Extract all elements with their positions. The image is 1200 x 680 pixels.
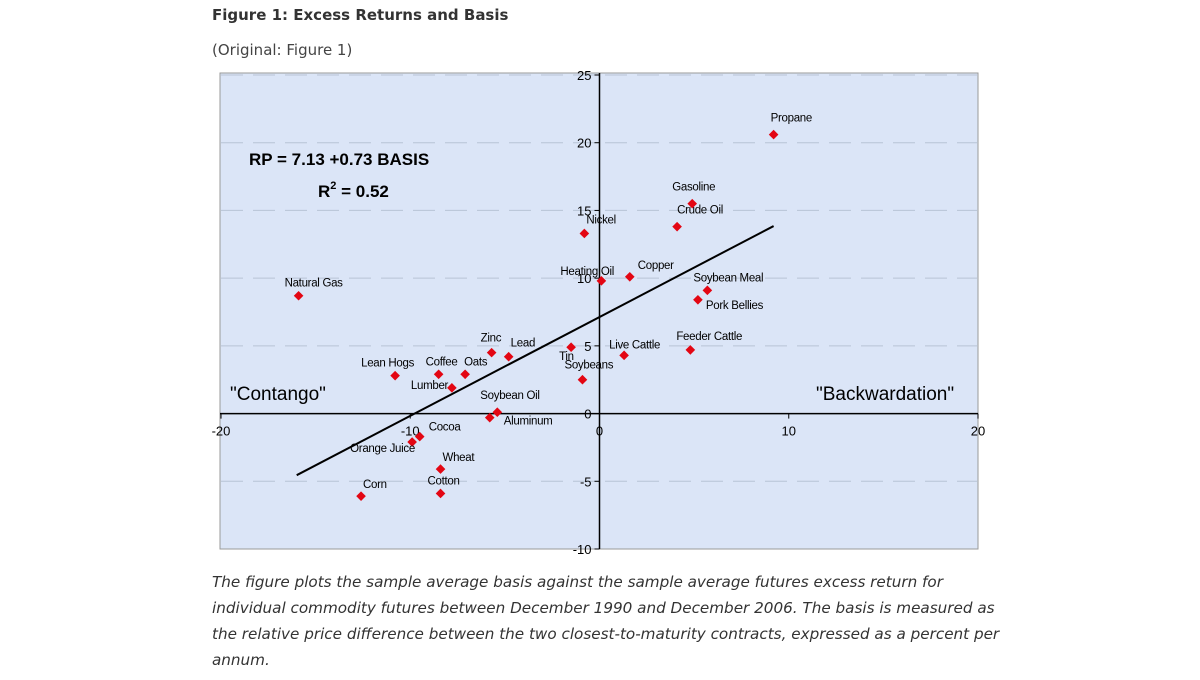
point-label: Copper bbox=[638, 260, 674, 272]
data-points: Propane Gasoline Crude Oil Nickel Heating Oi… bbox=[285, 113, 812, 501]
figure-caption: The figure plots the sample average basi… bbox=[212, 573, 1000, 669]
backwardation-label: "Backwardation" bbox=[816, 384, 954, 405]
point-label: Natural Gas bbox=[285, 278, 344, 290]
point-label: Cocoa bbox=[429, 422, 462, 434]
data-point bbox=[619, 350, 629, 361]
point-label: Soybean Oil bbox=[480, 390, 539, 402]
y-tick-label: 25 bbox=[577, 68, 591, 83]
data-point bbox=[768, 129, 779, 140]
data-point bbox=[414, 431, 425, 442]
point-label: Soybeans bbox=[564, 360, 613, 372]
figure-title: Figure 1: Excess Returns and Basis bbox=[212, 6, 509, 24]
data-point bbox=[624, 271, 635, 282]
point-label: Oats bbox=[464, 356, 488, 368]
data-point bbox=[447, 383, 457, 393]
data-point bbox=[566, 342, 576, 353]
point-label: Soybean Meal bbox=[693, 272, 763, 284]
y-tick-label: 15 bbox=[577, 203, 591, 218]
point-label: Lumber bbox=[411, 380, 449, 392]
data-point bbox=[687, 198, 698, 209]
y-tick-label: 10 bbox=[577, 271, 591, 286]
data-point bbox=[672, 221, 682, 232]
point-label: Feeder Cattle bbox=[676, 331, 742, 343]
data-point bbox=[356, 491, 366, 501]
point-label: Tin bbox=[559, 351, 574, 363]
data-point bbox=[596, 276, 607, 286]
point-label: Corn bbox=[363, 479, 387, 491]
data-point bbox=[702, 285, 713, 296]
point-label: Live Cattle bbox=[609, 339, 660, 351]
point-label: Orange Juice bbox=[350, 443, 415, 455]
x-tick-label: 20 bbox=[971, 424, 985, 439]
data-point bbox=[577, 374, 588, 385]
figure-subtitle: (Original: Figure 1) bbox=[212, 41, 353, 59]
point-label: Coffee bbox=[426, 356, 458, 368]
y-tick-label: -10 bbox=[573, 542, 592, 557]
point-label: Lead bbox=[511, 338, 535, 350]
y-tick-label: 5 bbox=[584, 339, 591, 354]
r-squared-sup: 2 bbox=[330, 180, 336, 192]
r-squared-r: R bbox=[318, 182, 330, 201]
x-tick-label: 10 bbox=[782, 424, 796, 439]
point-label: Wheat bbox=[443, 452, 476, 464]
axes: -20 -10 0 10 20 -10 -5 0 5 10 15 20 25 bbox=[212, 68, 986, 557]
point-label: Heating Oil bbox=[560, 266, 614, 278]
point-label: Propane bbox=[771, 113, 812, 125]
point-label: Lean Hogs bbox=[361, 358, 414, 370]
x-tick-label: -20 bbox=[212, 424, 231, 439]
point-label: Zinc bbox=[481, 333, 502, 345]
r-squared-value: = 0.52 bbox=[336, 182, 388, 201]
regression-line bbox=[296, 225, 775, 477]
x-tick-label: -10 bbox=[401, 424, 420, 439]
point-label: Aluminum bbox=[504, 416, 553, 428]
data-point bbox=[579, 228, 590, 239]
point-label: Gasoline bbox=[672, 182, 715, 194]
point-label: Nickel bbox=[586, 214, 616, 226]
contango-label: "Contango" bbox=[230, 384, 326, 405]
data-point bbox=[685, 345, 696, 355]
data-point bbox=[433, 369, 444, 380]
x-tick-label: 0 bbox=[596, 424, 603, 439]
y-tick-label: 20 bbox=[577, 136, 591, 151]
y-tick-label: 0 bbox=[584, 407, 591, 422]
point-label: Crude Oil bbox=[677, 205, 723, 217]
data-point bbox=[693, 295, 703, 305]
point-label: Cotton bbox=[428, 475, 460, 487]
y-tick-label: -5 bbox=[580, 474, 592, 489]
r-squared-label: R2 = 0.52 bbox=[318, 180, 389, 201]
point-label: Pork Bellies bbox=[706, 300, 764, 312]
regression-equation: RP = 7.13 +0.73 BASIS bbox=[249, 150, 429, 169]
